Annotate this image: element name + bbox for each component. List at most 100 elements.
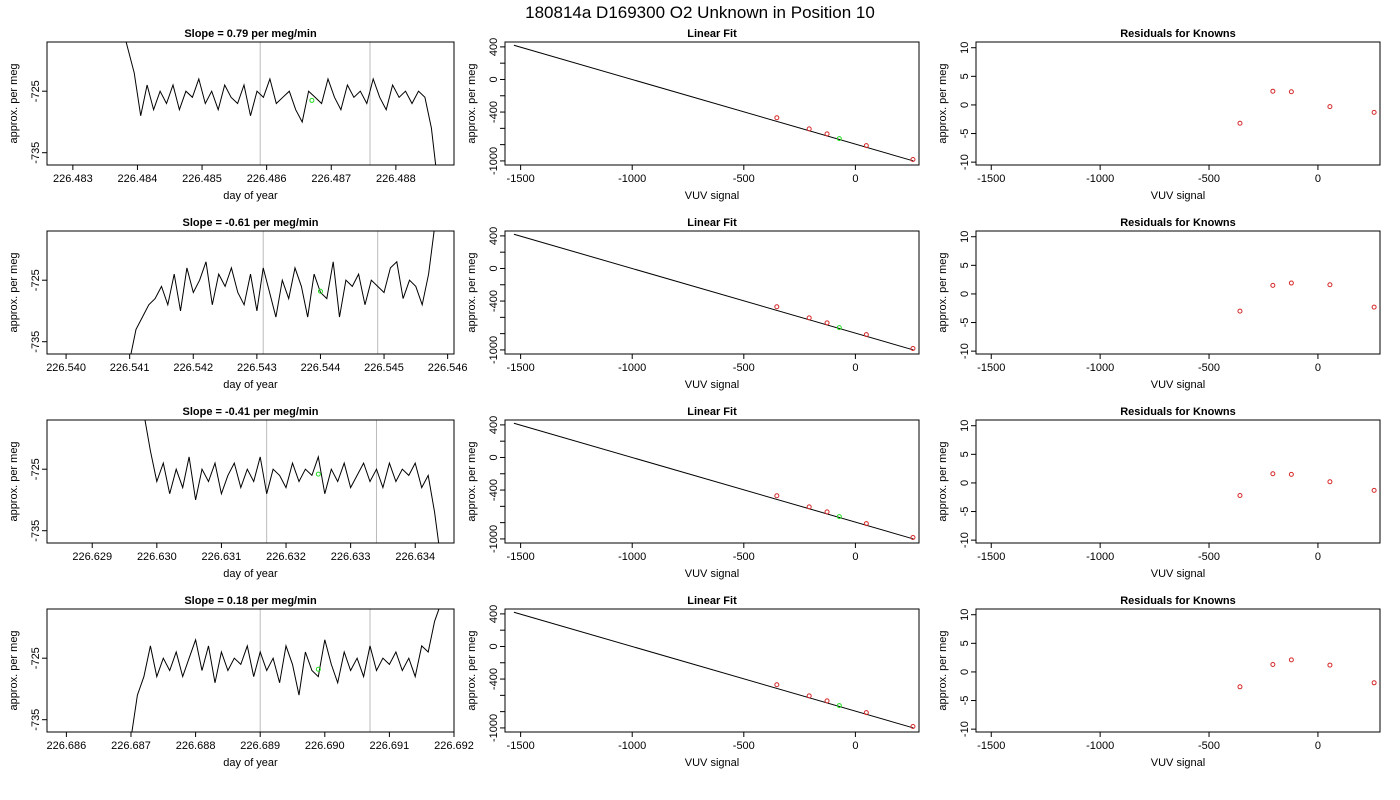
- x-axis-label: VUV signal: [685, 379, 739, 391]
- y-tick-label: -400: [488, 290, 500, 312]
- residual-point: [1237, 308, 1243, 314]
- x-tick-label: 0: [852, 173, 858, 185]
- y-axis-label: approx. per meg: [466, 252, 478, 332]
- panel-title: Linear Fit: [687, 28, 737, 40]
- x-tick-label: 226.543: [237, 362, 277, 374]
- x-tick-label: -1000: [618, 740, 646, 752]
- panel-title: Residuals for Knowns: [1120, 28, 1236, 40]
- y-axis-label: approx. per meg: [937, 630, 949, 710]
- panel-timeseries: Slope = -0.41 per meg/min 226.629 226.630 2…: [8, 406, 455, 580]
- plot-area: [144, 420, 440, 543]
- plot-frame: [504, 230, 920, 355]
- y-tick-label: 10: [959, 609, 971, 621]
- y-tick-label: 0: [959, 291, 971, 297]
- x-tick-label: -500: [1198, 173, 1220, 185]
- plot-area: [513, 422, 916, 540]
- x-tick-label: -1500: [977, 740, 1005, 752]
- x-axis-label: VUV signal: [1151, 757, 1205, 769]
- x-tick-label: -500: [1198, 740, 1220, 752]
- x-tick-label: -1000: [618, 362, 646, 374]
- known-point: [863, 143, 869, 149]
- y-tick-label: -10: [959, 343, 971, 359]
- x-axis-label: VUV signal: [685, 757, 739, 769]
- y-tick-label: 5: [959, 262, 971, 268]
- unknown-point: [836, 325, 842, 331]
- y-tick-label: -5: [959, 129, 971, 139]
- panel-title: Residuals for Knowns: [1120, 406, 1236, 418]
- signal-line: [144, 420, 440, 543]
- known-point: [910, 723, 916, 729]
- y-axis-label: approx. per meg: [8, 441, 20, 521]
- known-point: [824, 320, 830, 326]
- x-tick-label: 226.487: [311, 173, 351, 185]
- plot-area: [513, 44, 916, 162]
- panel-residuals: Residuals for Knowns -1500 -1000 -500 0 10 5 0 -…: [937, 595, 1381, 769]
- x-tick-label: 226.546: [428, 362, 468, 374]
- known-point: [863, 521, 869, 527]
- known-point: [806, 693, 812, 699]
- known-point: [863, 710, 869, 716]
- plot-area: [1237, 88, 1377, 126]
- plot-frame: [504, 419, 920, 544]
- x-tick-label: 226.687: [111, 740, 151, 752]
- residual-point: [1327, 662, 1333, 668]
- plot-frame: [975, 608, 1381, 733]
- panel-title: Residuals for Knowns: [1120, 595, 1236, 607]
- y-tick-label: -10: [959, 532, 971, 548]
- panel-fit: Linear Fit -1500 -1000 -500 0 400 0 -400 -1000 VU…: [466, 28, 920, 202]
- x-tick-label: -500: [1198, 362, 1220, 374]
- unknown-marker: [315, 666, 321, 672]
- x-tick-label: -1000: [1086, 740, 1114, 752]
- known-point: [806, 504, 812, 510]
- x-tick-label: 0: [852, 362, 858, 374]
- residual-point: [1327, 479, 1333, 485]
- y-axis-label: approx. per meg: [466, 441, 478, 521]
- y-axis-label: approx. per meg: [466, 63, 478, 143]
- plot-area: [513, 611, 916, 729]
- x-tick-label: 226.484: [118, 173, 158, 185]
- panel-title: Slope = -0.61 per meg/min: [182, 217, 318, 229]
- plot-area: [1237, 280, 1377, 314]
- unknown-point: [836, 514, 842, 520]
- plot-area: [125, 42, 437, 165]
- residual-point: [1288, 89, 1294, 95]
- fit-line: [513, 233, 914, 351]
- y-tick-label: 400: [488, 605, 500, 623]
- y-tick-label: -735: [30, 142, 42, 164]
- residual-point: [1288, 657, 1294, 663]
- plot-area: [1237, 657, 1377, 690]
- x-axis-label: day of year: [223, 568, 278, 580]
- y-tick-label: -400: [488, 668, 500, 690]
- y-tick-label: -5: [959, 507, 971, 517]
- x-axis-label: day of year: [223, 757, 278, 769]
- y-tick-label: -5: [959, 318, 971, 328]
- x-tick-label: 226.542: [173, 362, 213, 374]
- panel-grid: Slope = 0.79 per meg/min 226.483 226.484 22…: [8, 28, 1381, 769]
- x-tick-label: -1500: [507, 362, 535, 374]
- y-tick-label: -400: [488, 101, 500, 123]
- y-tick-label: 400: [488, 416, 500, 434]
- x-tick-label: -1000: [1086, 551, 1114, 563]
- x-tick-label: 226.632: [266, 551, 306, 563]
- figure-title: 180814a D169300 O2 Unknown in Position 1…: [525, 3, 875, 22]
- x-tick-label: 226.630: [137, 551, 177, 563]
- y-tick-label: 5: [959, 73, 971, 79]
- x-tick-label: -1000: [1086, 173, 1114, 185]
- x-tick-label: 226.633: [331, 551, 371, 563]
- residual-point: [1237, 120, 1243, 126]
- x-tick-label: 0: [1315, 551, 1321, 563]
- known-point: [774, 682, 780, 688]
- panel-title: Slope = -0.41 per meg/min: [182, 406, 318, 418]
- x-axis-label: day of year: [223, 190, 278, 202]
- fit-line: [513, 44, 914, 162]
- y-axis-label: approx. per meg: [937, 63, 949, 143]
- residual-point: [1270, 471, 1276, 477]
- x-tick-label: -500: [733, 173, 755, 185]
- fit-line: [513, 422, 914, 540]
- x-tick-label: -500: [733, 551, 755, 563]
- x-tick-label: 226.486: [247, 173, 287, 185]
- known-point: [774, 304, 780, 310]
- y-tick-label: 10: [959, 231, 971, 243]
- y-tick-label: 5: [959, 640, 971, 646]
